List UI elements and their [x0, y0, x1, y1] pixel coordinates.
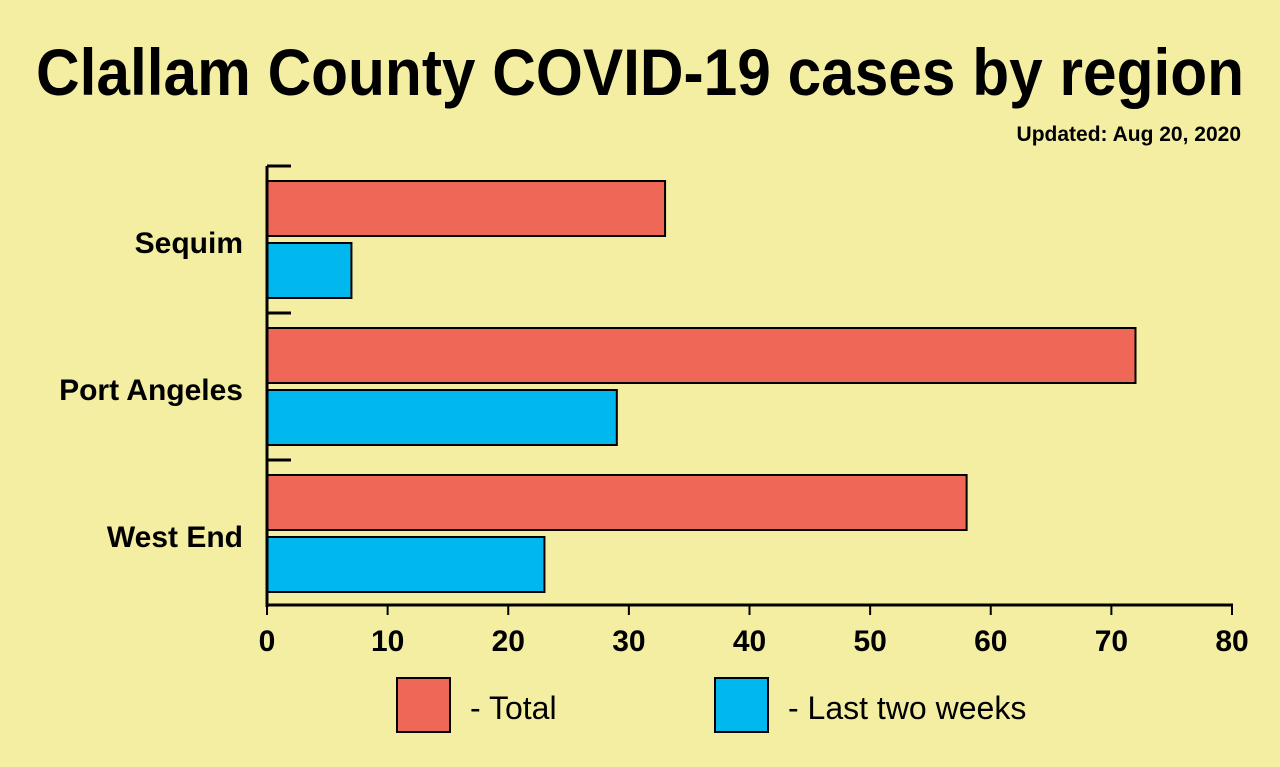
x-tick-label: 0: [259, 625, 276, 658]
chart-title: Clallam County COVID-19 cases by region: [36, 35, 1244, 109]
bar-total: [266, 474, 968, 531]
legend-label: - Last two weeks: [788, 690, 1026, 726]
chart-subtitle: Updated: Aug 20, 2020: [1017, 123, 1241, 146]
x-tick-label: 70: [1095, 625, 1128, 658]
bar-total: [266, 180, 667, 237]
bar-last-two-weeks: [266, 242, 353, 299]
legend-swatch-total: [396, 677, 451, 733]
bar-total: [266, 327, 1137, 384]
x-tick-label: 30: [612, 625, 645, 658]
x-tick-label: 80: [1215, 625, 1248, 658]
bar-last-two-weeks: [266, 389, 618, 446]
legend-label: - Total: [470, 690, 557, 726]
legend-swatch-last-two-weeks: [714, 677, 769, 733]
x-tick-label: 60: [974, 625, 1007, 658]
category-label: Port Angeles: [59, 374, 243, 407]
category-label: West End: [107, 521, 243, 554]
category-label: Sequim: [135, 227, 243, 260]
plot-area: Sequim Port Angeles West End 0 10 20 30 40 50 60 7…: [59, 164, 1249, 658]
legend: - Total - Last two weeks: [396, 677, 1026, 733]
x-tick-label: 20: [492, 625, 525, 658]
bar-last-two-weeks: [266, 536, 546, 593]
x-tick-label: 50: [853, 625, 886, 658]
x-tick-label: 40: [733, 625, 766, 658]
x-tick-label: 10: [371, 625, 404, 658]
